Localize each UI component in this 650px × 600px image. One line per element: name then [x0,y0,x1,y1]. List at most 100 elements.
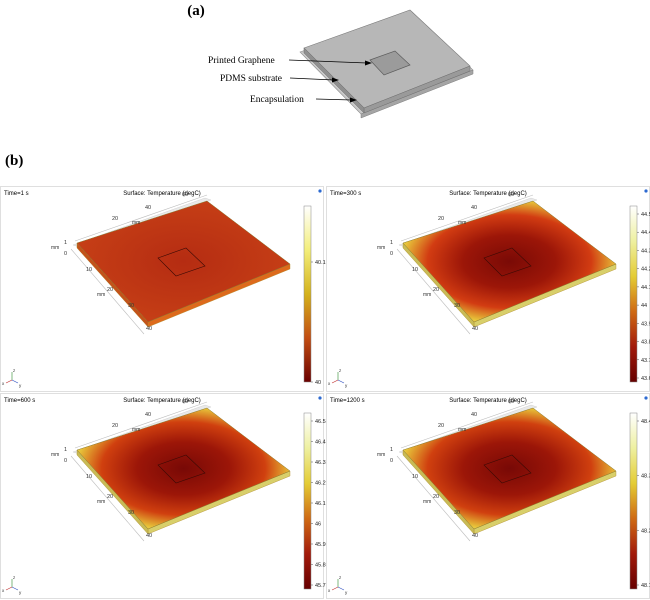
front-tick-label: 30 [454,510,460,516]
triad-label: x [328,381,331,386]
front-axis-unit: mm [97,292,105,298]
temperature-surface [402,407,617,530]
color-bar-tick-label: 45.8 [315,563,326,569]
color-bar-tick-label: 40.1 [315,260,326,266]
callout-encapsulation: Encapsulation [250,95,357,105]
plot-4: Time=1200 s Surface: Temperature (degC) 20… [326,393,650,599]
z-axis-unit: mm [51,245,59,251]
callout-encapsulation-text: Encapsulation [250,95,304,105]
front-tick-label: 10 [86,474,92,480]
front-axis-unit: mm [423,499,431,505]
axis-triad: z x y [328,368,348,388]
triad-label: y [19,590,22,595]
temperature-surface [402,200,617,323]
info-icon [644,396,648,400]
front-tick-label: 40 [146,326,152,332]
color-bar-tick-label: 44.2 [641,267,650,273]
triad-x-axis [5,379,13,384]
z-axis-unit: mm [377,452,385,458]
callout-pdms-substrate-arrow [332,77,339,83]
z-axis-unit: mm [377,245,385,251]
printed-graphene-patch [369,50,411,76]
z-tick-label: 1 [390,447,393,453]
z-tick-label: 1 [390,240,393,246]
z-tick-label: 1 [64,447,67,453]
callout-printed-graphene: Printed Graphene [208,56,372,66]
top-tick-label: 20 [438,423,444,429]
front-tick-label: 20 [433,287,439,293]
panel-b-label: (b) [5,153,23,169]
color-bar-tick-label: 43.7 [641,358,650,364]
front-axis-line [396,455,471,542]
front-axis-line [396,248,471,335]
color-bar-tick-label: 44.3 [641,248,650,254]
plot-title: Surface: Temperature (degC) [123,191,201,197]
top-tick-label: 20 [112,216,118,222]
front-tick-label: 20 [107,494,113,500]
top-tick-label: 60 [182,399,188,405]
callout-pdms-substrate-line [289,77,335,81]
info-icon [318,189,322,193]
time-label: Time=600 s [4,398,35,404]
graphene-patch-outline [157,247,206,277]
triad-x-axis [5,586,13,591]
triad-y-axis [11,379,19,384]
front-axis-unit: mm [423,292,431,298]
axis-triad: z x y [2,368,22,388]
top-axis-line [400,401,534,449]
color-bar-tick-label: 43.8 [641,340,650,346]
color-bar [303,412,312,590]
color-bar [629,412,638,590]
top-tick-label: 60 [508,192,514,198]
z-tick-label: 1 [64,240,67,246]
z-tick-label: 0 [390,251,393,257]
color-bar-tick-label: 45.7 [315,583,326,589]
axis-triad: z x y [2,575,22,595]
top-tick-label: 40 [145,412,151,418]
color-bar-tick-label: 44.5 [641,212,650,218]
time-label: Time=1200 s [330,398,365,404]
front-axis-line [70,455,145,542]
color-bar-tick-label: 43.6 [641,376,650,382]
top-tick-label: 40 [145,205,151,211]
top-axis-unit: mm [132,220,140,226]
front-tick-label: 10 [86,267,92,273]
triad-label: z [339,575,342,580]
triad-label: z [13,575,16,580]
callout-pdms-substrate: PDMS substrate [220,74,339,84]
time-label: Time=1 s [4,191,29,197]
front-tick-label: 30 [128,303,134,309]
panel-a-label: (a) [187,3,205,19]
color-bar [303,205,312,383]
front-tick-label: 10 [412,267,418,273]
color-bar-tick-label: 46.4 [315,440,326,446]
triad-y-axis [337,586,345,591]
callout-printed-graphene-line [288,59,368,64]
plot-3: Time=600 s Surface: Temperature (degC) 20 4… [0,393,326,599]
front-tick-label: 40 [146,533,152,539]
color-bar-tick-label: 48.3 [641,474,650,480]
color-bar-tick-label: 46.5 [315,419,326,425]
color-bar-tick-label: 46.1 [315,501,326,507]
color-bar-tick-label: 44.1 [641,285,650,291]
top-tick-label: 60 [508,399,514,405]
front-tick-label: 20 [107,287,113,293]
color-bar-tick-label: 46.3 [315,460,326,466]
front-axis-line [70,248,145,335]
triad-label: y [345,590,348,595]
color-bar-tick-label: 44.4 [641,230,650,236]
info-icon [644,189,648,193]
plot-title: Surface: Temperature (degC) [123,398,201,404]
triad-label: y [19,383,22,388]
temperature-plots: Time=1 s Surface: Temperature (degC) 20 40 6… [0,186,650,599]
color-bar-tick-label: 46 [315,522,321,528]
triad-label: z [339,368,342,373]
z-tick-label: 0 [64,251,67,257]
callout-encapsulation-line [315,98,353,101]
z-tick-label: 0 [390,458,393,464]
top-tick-label: 60 [182,192,188,198]
z-axis-unit: mm [51,452,59,458]
color-bar-tick-label: 48.1 [641,583,650,589]
triad-label: x [2,588,5,593]
